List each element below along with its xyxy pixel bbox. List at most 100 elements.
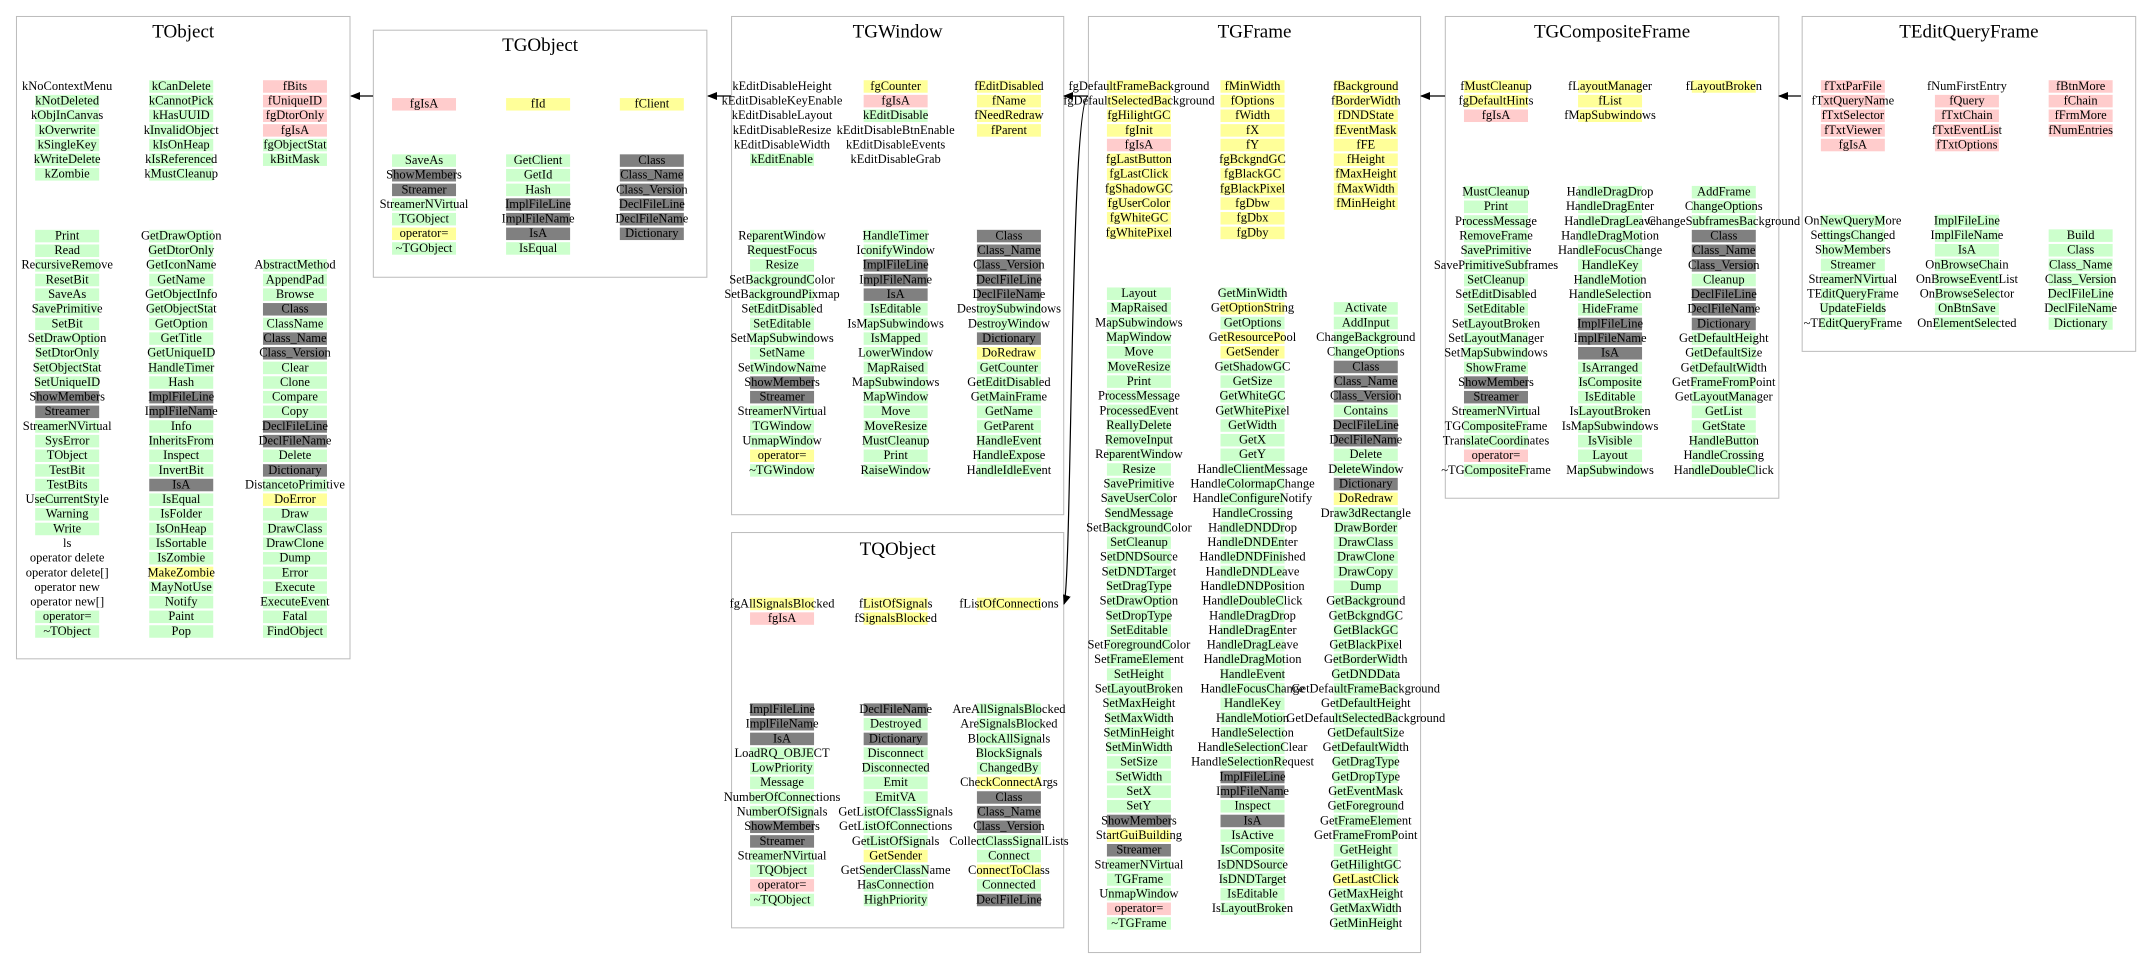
- member-name: Delete: [1349, 447, 1382, 461]
- member-name: Class_Name: [977, 243, 1041, 257]
- member-name: SetEditDisabled: [1455, 287, 1537, 301]
- member-name: fWidth: [1235, 108, 1271, 122]
- member-highlight: [1333, 873, 1398, 886]
- member-name: GetBlackGC: [1333, 623, 1398, 637]
- member-name: DrawBorder: [1335, 520, 1398, 534]
- member-highlight: [1106, 138, 1171, 152]
- member-highlight: [1934, 124, 1999, 137]
- member-name: HasConnection: [857, 878, 935, 892]
- class-box: TGFrame fgDefaultFrameBackgroundfgDefault…: [1063, 15, 1446, 954]
- member-highlight: [1333, 595, 1398, 608]
- member-highlight: [750, 879, 815, 892]
- member-name: ShowMembers: [1458, 375, 1534, 389]
- member-highlight: [1106, 536, 1171, 549]
- member-highlight: [1106, 433, 1171, 447]
- member-name: fgIsA: [281, 123, 309, 137]
- member-name: ProcessMessage: [1098, 389, 1180, 403]
- member-name: DrawClass: [1338, 535, 1393, 549]
- member-highlight: [750, 820, 815, 834]
- member-name: TQObject: [757, 863, 808, 877]
- member-name: HandleDragLeave: [1207, 638, 1299, 652]
- member-name: Class: [638, 153, 665, 167]
- member-highlight: [1333, 536, 1398, 549]
- member-name: GetDefaultFrameBackground: [1292, 682, 1441, 696]
- member-name: ~TObject: [43, 624, 91, 638]
- member-highlight: [149, 566, 214, 580]
- member-name: HandleSelectionRequest: [1191, 755, 1314, 769]
- member-name: SetCleanup: [1467, 272, 1525, 286]
- member-name: DeclFileName: [859, 702, 932, 716]
- member-highlight: [976, 390, 1041, 404]
- member-highlight: [750, 332, 815, 345]
- member-highlight: [1106, 419, 1171, 432]
- member-highlight: [1691, 376, 1756, 389]
- member-name: GetHilightGC: [1330, 857, 1401, 871]
- member-name: fEventMask: [1335, 123, 1397, 137]
- member-name: fMaxWidth: [1337, 181, 1396, 195]
- member-highlight: [1220, 404, 1285, 418]
- member-highlight: [1333, 551, 1398, 564]
- member-name: HandleExpose: [972, 448, 1045, 462]
- member-name: fgWhitePixel: [1106, 225, 1173, 239]
- member-name: ImplFileLine: [505, 197, 571, 211]
- member-highlight: [1578, 185, 1643, 199]
- member-highlight: [1463, 94, 1528, 108]
- member-name: Class: [1352, 359, 1379, 373]
- member-name: HandleKey: [1582, 258, 1640, 272]
- member-name: SaveUserColor: [1101, 491, 1178, 505]
- member-name: fBtnMore: [2056, 79, 2106, 93]
- member-highlight: [1220, 433, 1285, 447]
- member-highlight: [1333, 638, 1398, 652]
- member-highlight: [35, 346, 100, 360]
- member-name: Clear: [281, 360, 309, 374]
- member-name: ShowMembers: [386, 168, 462, 182]
- member-highlight: [149, 138, 214, 152]
- member-highlight: [35, 464, 100, 477]
- member-highlight: [262, 552, 327, 565]
- member-highlight: [750, 288, 815, 301]
- member-name: GetId: [524, 168, 553, 182]
- member-name: IsA: [529, 226, 547, 240]
- member-highlight: [750, 390, 815, 404]
- member-name: IsArranged: [1582, 360, 1639, 374]
- member-highlight: [1691, 361, 1756, 375]
- member-highlight: [1333, 477, 1398, 491]
- member-highlight: [1220, 197, 1285, 210]
- member-highlight: [1463, 376, 1528, 389]
- member-highlight: [976, 229, 1041, 243]
- member-name: GetObjectInfo: [145, 287, 217, 301]
- member-highlight: [1820, 287, 1885, 301]
- member-name: UnmapWindow: [1099, 887, 1178, 901]
- member-highlight: [1106, 624, 1171, 637]
- member-highlight: [1333, 182, 1398, 196]
- member-name: Destroyed: [870, 717, 922, 731]
- member-highlight: [1333, 653, 1398, 667]
- member-name: SetBackgroundColor: [729, 272, 835, 286]
- member-highlight: [750, 376, 815, 389]
- member-highlight: [863, 390, 928, 404]
- member-name: operator=: [1115, 901, 1164, 915]
- member-name: ShowMembers: [1815, 243, 1891, 257]
- member-name: Move: [881, 404, 911, 418]
- member-name: IsA: [1958, 243, 1976, 257]
- member-name: fTxtSelector: [1822, 108, 1885, 122]
- member-highlight: [1578, 464, 1643, 477]
- member-name: HandleSelection: [1211, 725, 1294, 739]
- member-name: kEditDisable: [863, 108, 929, 122]
- member-highlight: [976, 273, 1041, 287]
- member-highlight: [1220, 595, 1285, 608]
- member-highlight: [149, 361, 214, 375]
- member-name: GetList: [1705, 404, 1743, 418]
- member-name: LoadRQ_OBJECT: [734, 746, 830, 760]
- member-name: HandleColormapChange: [1190, 476, 1315, 490]
- member-name: Class: [995, 228, 1022, 242]
- member-highlight: [976, 259, 1041, 272]
- member-name: ImplFileName: [746, 717, 819, 731]
- member-highlight: [35, 522, 100, 536]
- member-highlight: [1333, 682, 1398, 696]
- member-highlight: [1578, 434, 1643, 448]
- member-highlight: [35, 138, 100, 152]
- member-highlight: [750, 420, 815, 433]
- member-highlight: [863, 94, 928, 108]
- member-name: ImplFileName: [502, 212, 575, 226]
